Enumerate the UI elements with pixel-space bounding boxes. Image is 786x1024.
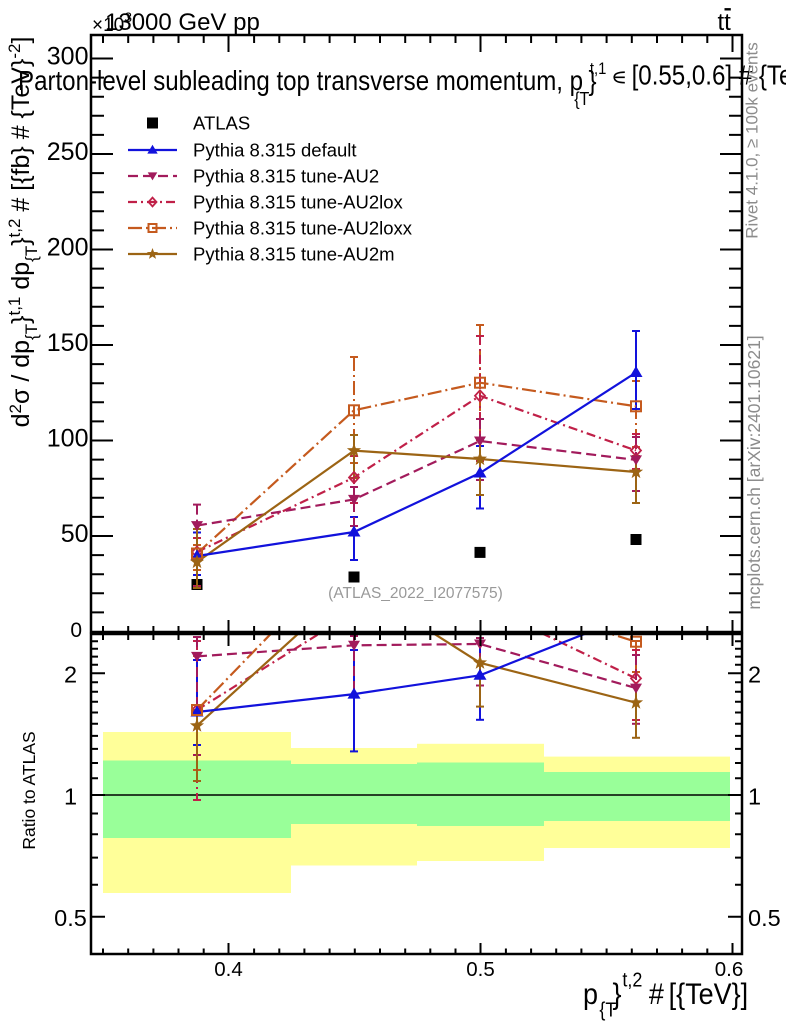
svg-text:0.5: 0.5	[54, 905, 87, 931]
svg-text:50: 50	[61, 520, 89, 548]
svg-text:t,1: t,1	[590, 60, 607, 78]
svg-text:tt: tt	[718, 9, 732, 36]
svg-text:{T: {T	[599, 1000, 616, 1022]
svg-text:0: 0	[70, 619, 82, 642]
svg-text:0.6: 0.6	[715, 958, 744, 981]
svg-text:(ATLAS_2022_I2077575): (ATLAS_2022_I2077575)	[328, 585, 503, 602]
svg-text:Rivet 4.1.0, ≥ 100k events: Rivet 4.1.0, ≥ 100k events	[743, 42, 762, 238]
svg-text:0.5: 0.5	[748, 905, 781, 931]
svg-text:150: 150	[47, 329, 89, 357]
svg-text:[0.55,0.6] # {TeV}]: [0.55,0.6] # {TeV}]	[632, 59, 786, 91]
svg-text:0.4: 0.4	[214, 958, 243, 981]
svg-text:Pythia 8.315 tune-AU2: Pythia 8.315 tune-AU2	[193, 166, 379, 187]
svg-text:2: 2	[64, 662, 77, 688]
svg-text:Pythia 8.315 tune-AU2m: Pythia 8.315 tune-AU2m	[193, 244, 395, 265]
svg-text:0.5: 0.5	[466, 958, 495, 981]
svg-text:#: #	[649, 978, 664, 1012]
svg-text:13000 GeV pp: 13000 GeV pp	[105, 9, 260, 36]
svg-text:[{TeV}]: [{TeV}]	[669, 978, 748, 1012]
svg-text:mcplots.cern.ch [arXiv:2401.10: mcplots.cern.ch [arXiv:2401.10621]	[744, 335, 764, 609]
svg-text:3: 3	[125, 10, 133, 25]
svg-text:}: }	[612, 978, 621, 1012]
svg-text:300: 300	[47, 43, 89, 71]
svg-text:100: 100	[47, 425, 89, 453]
svg-text:ATLAS: ATLAS	[193, 113, 250, 134]
svg-text:1: 1	[64, 783, 77, 809]
svg-text:Pythia 8.315 tune-AU2loxx: Pythia 8.315 tune-AU2loxx	[193, 218, 413, 239]
svg-text:200: 200	[47, 234, 89, 262]
svg-text:{T: {T	[574, 88, 590, 109]
svg-text:}: }	[589, 64, 597, 96]
svg-text:d2σ / dp{T}t,1 dp{T}t,2 # [{fb: d2σ / dp{T}t,1 dp{T}t,2 # [{fb} # {TeV}-…	[5, 37, 41, 428]
svg-text:p: p	[583, 978, 598, 1012]
svg-text:Pythia 8.315 default: Pythia 8.315 default	[193, 140, 357, 161]
svg-text:2: 2	[748, 662, 761, 688]
svg-text:t,2: t,2	[622, 970, 642, 992]
svg-text:×10: ×10	[92, 15, 124, 36]
svg-text:Ratio to ATLAS: Ratio to ATLAS	[19, 731, 39, 849]
svg-text:Parton-level subleading top tr: Parton-level subleading top transverse m…	[18, 64, 583, 96]
svg-text:1: 1	[748, 783, 761, 809]
svg-text:250: 250	[47, 138, 89, 166]
svg-text:Pythia 8.315 tune-AU2lox: Pythia 8.315 tune-AU2lox	[193, 192, 404, 213]
